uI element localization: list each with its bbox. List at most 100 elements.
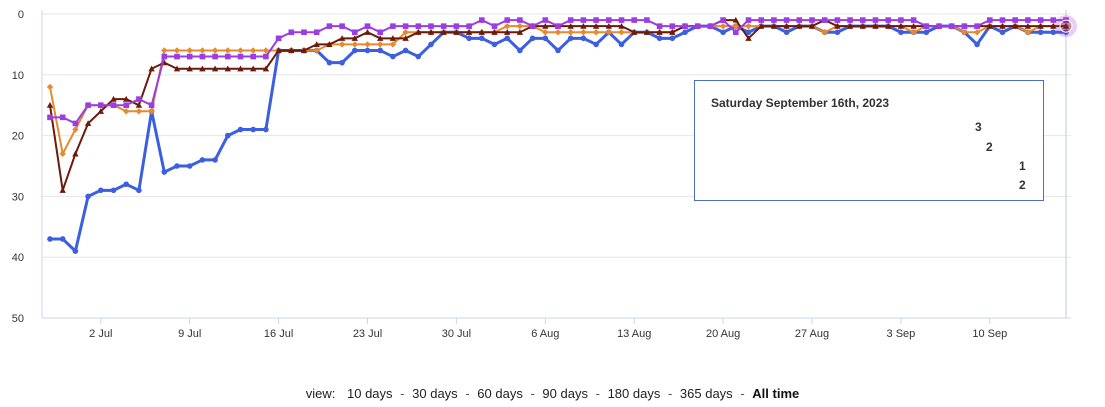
series-4-point [1050,17,1057,23]
series-1-point [999,29,1006,36]
series-4-point [123,102,129,108]
series-1-point [225,132,231,139]
series-4-point [872,17,879,23]
series-3-point [770,22,778,29]
series-3-point [592,22,600,29]
series-4-point [682,23,688,29]
series-2-point [516,22,524,30]
tooltip-value-3: 1 [1019,159,1026,173]
x-tick-label: 10 Sep [972,328,1007,340]
series-3-point [1050,22,1057,29]
series-3-point [338,35,346,41]
series-4-point [593,17,599,23]
series-4-point [186,53,193,60]
series-4-point [352,29,358,36]
series-4-point [809,17,815,23]
series-4-point [656,23,663,29]
series-2-point [237,47,244,54]
series-2-point [262,47,270,54]
series-2-point [199,47,206,54]
series-4-point [250,53,256,60]
series-2-point [313,47,320,54]
series-2-point [961,29,968,36]
view-option-30-days[interactable]: 30 days [412,386,458,401]
series-2-point [59,150,66,158]
series-2-point [148,108,155,115]
series-4-point [1025,17,1031,23]
x-tick-label: 9 Jul [178,328,201,340]
series-3-point [643,29,651,35]
series-4-point [529,23,536,29]
y-tick-label: 0 [18,9,24,21]
series-2-point [580,29,587,36]
series-3-point [275,47,282,54]
series-1-point [250,126,256,133]
series-2-point [224,47,231,54]
series-4-point [860,17,866,23]
series-2-point [542,29,549,36]
series-4-point [936,23,942,29]
series-3-point [897,22,905,29]
series-4-point [263,53,269,60]
series-1-point [352,47,358,54]
x-tick-label: 2 Jul [89,328,112,340]
series-1-point [745,29,752,36]
series-1-point [466,35,472,42]
series-4-point [161,53,168,60]
series-1-point [339,59,345,66]
series-3-point [123,95,130,102]
tooltip-value-1: 3 [975,120,982,134]
series-3-point [631,29,638,35]
series-3-point [846,22,854,29]
series-1-point [580,35,587,42]
view-option-90-days[interactable]: 90 days [542,386,588,401]
series-4-point [288,29,295,36]
view-option-365-days[interactable]: 365 days [679,386,733,401]
series-1-point [669,35,676,42]
series-4-point [199,53,206,60]
series-4-point [415,23,422,29]
series-4-point [707,23,714,29]
view-option-180-days[interactable]: 180 days [607,386,661,401]
series-1-point [98,187,104,194]
view-option-10-days[interactable]: 10 days [347,386,393,401]
view-label: view: [305,386,336,401]
series-3-point [542,22,549,29]
series-1-point [402,47,409,54]
series-1-point [1037,29,1044,36]
series-4-point [72,120,79,127]
series-3-point [872,22,879,29]
series-4-point [136,96,142,102]
series-3-point [377,35,384,41]
tooltip-redacted-area [703,109,973,193]
view-option-all-time[interactable]: All time [752,386,800,401]
series-2-point [605,29,612,36]
series-3-point [351,35,358,41]
series-1-point [567,35,574,42]
series-2-point [351,41,358,48]
series-1-point [555,47,561,54]
series-1-point [377,47,384,54]
series-3-point [313,41,320,47]
series-2-point [377,41,384,48]
y-tick-label: 40 [12,252,24,264]
series-1-point [364,47,371,54]
series-3-point [288,47,295,54]
series-3-point [186,65,193,72]
y-tick-label: 10 [12,70,24,82]
series-3-point [84,120,92,127]
view-option-60-days[interactable]: 60 days [477,386,523,401]
series-1-point [161,169,168,175]
series-3-point [427,29,435,35]
series-2-point [135,108,143,115]
series-1-point [390,53,396,60]
series-2-point [504,22,511,30]
series-4-point [948,23,955,29]
series-3-point [758,22,765,29]
series-4-point [898,17,904,23]
series-4-point [745,17,752,23]
series-4-point [847,17,853,23]
series-1-point [682,29,688,36]
series-4-point [606,17,612,23]
x-tick-label: 16 Jul [264,328,293,340]
